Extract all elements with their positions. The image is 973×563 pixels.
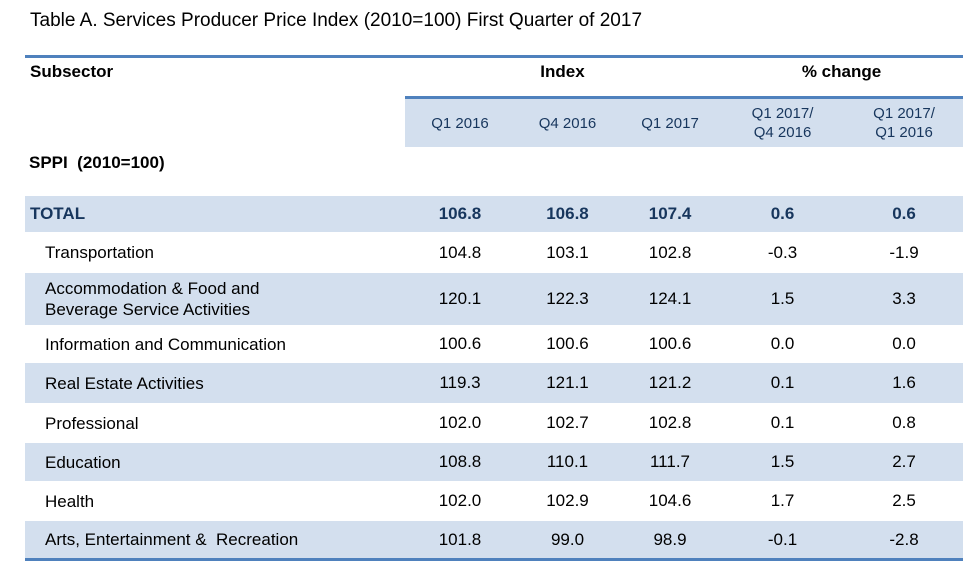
- value-cell: 120.1: [405, 273, 515, 325]
- section-label: SPPI (2010=100): [29, 153, 165, 172]
- column-group-index: Index: [540, 62, 585, 81]
- value-cell: 98.9: [620, 521, 721, 558]
- value-cell: 111.7: [620, 443, 721, 481]
- column-header-q4-2016: Q4 2016: [515, 96, 620, 147]
- value-cell: 2.5: [892, 491, 916, 510]
- value-cell: 2.7: [845, 443, 964, 481]
- value-cell: 121.1: [515, 363, 620, 403]
- row-label: Education: [25, 443, 405, 481]
- value-cell: 124.1: [620, 273, 721, 325]
- value-cell: 104.8: [438, 242, 482, 262]
- value-cell: 1.6: [845, 363, 964, 403]
- row-label: Professional: [45, 413, 139, 433]
- value-cell: 99.0: [515, 521, 620, 558]
- column-header-q1-2017-vs-q1-2016: Q1 2017/ Q1 2016: [845, 96, 964, 147]
- table-row-professional: Professional 102.0 102.7 102.8 0.1 0.8: [25, 403, 963, 443]
- value-cell: -0.3: [767, 242, 798, 262]
- column-header-subsector: Subsector: [30, 62, 114, 81]
- value-cell: 100.6: [648, 334, 692, 353]
- value-cell: 104.6: [648, 491, 692, 510]
- value-cell: 121.2: [620, 363, 721, 403]
- period-header-row: Q1 2016 Q4 2016 Q1 2017 Q1 2017/ Q4 2016…: [25, 96, 964, 147]
- value-cell: 0.0: [770, 334, 795, 353]
- column-group-pct-change: % change: [801, 62, 882, 81]
- value-cell: 107.4: [620, 196, 721, 232]
- value-cell: 106.8: [405, 196, 515, 232]
- value-cell: 0.1: [720, 363, 846, 403]
- value-cell: 102.8: [648, 413, 692, 432]
- row-label: TOTAL: [25, 196, 405, 232]
- value-cell: 102.9: [546, 491, 589, 510]
- sppi-table: Subsector Index % change Q1 2016 Q4 2016…: [25, 55, 964, 561]
- value-cell: 0.6: [845, 196, 964, 232]
- row-label: Accommodation & Food and Beverage Servic…: [25, 273, 405, 325]
- value-cell: -1.9: [889, 242, 919, 262]
- column-header-q1-2016: Q1 2016: [405, 96, 515, 147]
- table-row-health: Health 102.0 102.9 104.6 1.7 2.5: [25, 481, 963, 521]
- value-cell: 101.8: [405, 521, 515, 558]
- value-cell: 102.7: [546, 413, 589, 432]
- row-label: Arts, Entertainment & Recreation: [25, 521, 405, 558]
- table-row-total: TOTAL 106.8 106.8 107.4 0.6 0.6: [25, 196, 964, 232]
- section-label-row: SPPI (2010=100): [25, 147, 963, 196]
- value-cell: 102.0: [438, 491, 482, 510]
- page-title: Table A. Services Producer Price Index (…: [30, 10, 643, 31]
- value-cell: 0.0: [892, 334, 916, 353]
- row-label: Real Estate Activities: [25, 363, 405, 403]
- value-cell: 0.1: [770, 413, 795, 432]
- row-label: Transportation: [45, 243, 154, 262]
- value-cell: 3.3: [845, 273, 964, 325]
- value-cell: 106.8: [515, 196, 620, 232]
- column-header-q1-2017: Q1 2017: [620, 96, 721, 147]
- column-header-q1-2017-vs-q4-2016: Q1 2017/ Q4 2016: [720, 96, 846, 147]
- value-cell: 103.1: [546, 242, 589, 262]
- table-row-information-communication: Information and Communication 100.6 100.…: [25, 325, 963, 363]
- row-label: Information and Communication: [45, 334, 286, 354]
- value-cell: 100.6: [438, 334, 482, 353]
- sppi-data-table: Subsector Index % change Q1 2016 Q4 2016…: [25, 58, 964, 558]
- table-row-arts-entertainment-recreation: Arts, Entertainment & Recreation 101.8 9…: [25, 521, 964, 558]
- value-cell: 100.6: [546, 334, 589, 353]
- value-cell: 102.0: [438, 413, 482, 432]
- value-cell: 110.1: [515, 443, 620, 481]
- row-label: Health: [45, 491, 95, 511]
- value-cell: 102.8: [648, 242, 692, 262]
- value-cell: 0.6: [720, 196, 846, 232]
- table-row-transportation: Transportation 104.8 103.1 102.8 -0.3 -1…: [25, 232, 963, 273]
- value-cell: -2.8: [845, 521, 964, 558]
- value-cell: 108.8: [405, 443, 515, 481]
- value-cell: 1.7: [770, 491, 795, 510]
- value-cell: 119.3: [405, 363, 515, 403]
- value-cell: 1.5: [720, 273, 846, 325]
- table-row-real-estate: Real Estate Activities 119.3 121.1 121.2…: [25, 363, 964, 403]
- value-cell: 1.5: [720, 443, 846, 481]
- value-cell: 0.8: [892, 413, 916, 432]
- table-row-education: Education 108.8 110.1 111.7 1.5 2.7: [25, 443, 964, 481]
- value-cell: 122.3: [515, 273, 620, 325]
- period-header-spacer: [25, 96, 405, 147]
- table-header-row: Subsector Index % change: [25, 58, 963, 96]
- table-row-accommodation-food-beverage: Accommodation & Food and Beverage Servic…: [25, 273, 964, 325]
- value-cell: -0.1: [720, 521, 846, 558]
